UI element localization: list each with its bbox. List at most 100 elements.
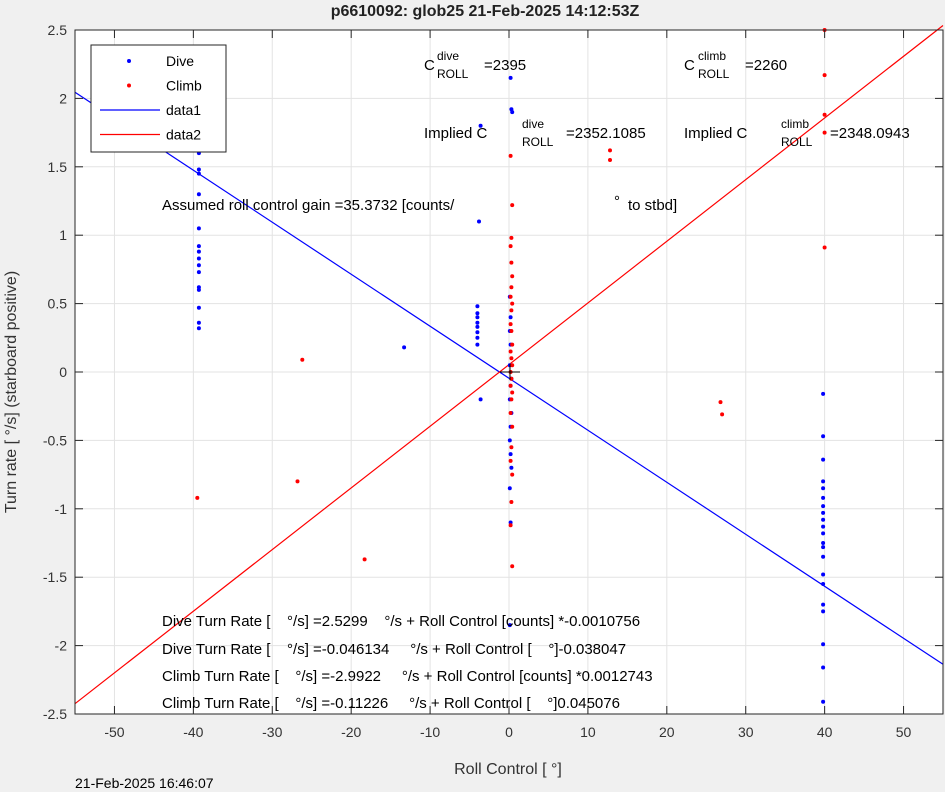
point-dive <box>821 434 826 439</box>
point-climb <box>510 203 515 208</box>
point-dive <box>821 517 826 522</box>
fit-climb-degrees: Climb Turn Rate [ °/s] =-0.11226 °/s + R… <box>162 695 620 712</box>
point-dive <box>475 311 480 316</box>
point-dive <box>196 326 201 331</box>
y-tick-label: -2 <box>55 638 68 654</box>
point-climb <box>720 412 725 417</box>
point-dive <box>821 665 826 670</box>
point-climb <box>509 445 514 450</box>
point-climb <box>510 342 515 347</box>
point-climb <box>509 260 514 265</box>
svg-text:climb: climb <box>781 117 809 131</box>
point-dive <box>475 335 480 340</box>
point-dive <box>196 320 201 325</box>
point-climb <box>509 285 514 290</box>
x-tick-label: 0 <box>505 724 513 740</box>
x-tick-label: -40 <box>183 724 203 740</box>
point-climb <box>510 472 515 477</box>
implied-c-roll-climb: Implied C climb ROLL =2348.0943 <box>684 117 910 149</box>
series-line-data1 <box>74 91 944 665</box>
point-climb <box>608 158 612 162</box>
point-dive <box>196 263 201 268</box>
c-roll-climb: C climb ROLL =2260 <box>684 49 787 81</box>
point-climb <box>510 274 515 279</box>
legend: Dive Climb data1 data2 <box>90 44 227 153</box>
point-climb <box>508 458 513 463</box>
point-climb <box>508 411 513 415</box>
svg-text:ROLL: ROLL <box>781 135 813 149</box>
svg-text:ROLL: ROLL <box>522 135 554 149</box>
point-dive <box>821 699 826 704</box>
point-dive <box>507 486 512 491</box>
point-dive <box>196 249 201 254</box>
roll-control-gain: Assumed roll control gain =35.3732 [coun… <box>162 193 677 214</box>
x-tick-label: -20 <box>341 724 361 740</box>
point-dive <box>821 609 826 614</box>
point-dive <box>196 171 201 176</box>
point-climb <box>509 329 514 333</box>
svg-text:ROLL: ROLL <box>698 67 730 81</box>
point-dive <box>821 504 826 509</box>
point-climb <box>509 356 514 361</box>
point-dive <box>477 219 481 224</box>
point-climb <box>510 564 515 569</box>
legend-label: Dive <box>166 53 194 69</box>
point-dive <box>821 391 826 396</box>
y-axis-label: Turn rate [ °/s] (starboard positive) <box>3 271 20 513</box>
point-climb <box>362 557 367 562</box>
x-tick-label: 20 <box>659 724 675 740</box>
svg-text:climb: climb <box>698 49 726 63</box>
point-climb <box>508 244 513 249</box>
svg-text:Implied C: Implied C <box>424 125 488 142</box>
svg-text:ROLL: ROLL <box>437 67 469 81</box>
point-climb <box>510 390 515 395</box>
implied-c-roll-dive: Implied C dive ROLL =2352.1085 <box>424 117 646 149</box>
svg-text:Implied C: Implied C <box>684 125 748 142</box>
point-dive <box>475 324 480 329</box>
point-dive <box>821 554 826 559</box>
y-tick-label: -2.5 <box>43 706 67 722</box>
point-climb <box>508 523 513 528</box>
point-dive <box>507 438 512 443</box>
point-climb <box>509 397 514 402</box>
point-dive <box>475 342 480 347</box>
x-tick-label: -10 <box>420 724 440 740</box>
x-axis-label: Roll Control [ °] <box>454 761 562 778</box>
svg-text:C: C <box>424 57 435 74</box>
point-dive <box>821 602 826 607</box>
point-climb <box>508 383 513 388</box>
c-roll-dive: C dive ROLL =2395 <box>424 49 526 81</box>
svg-text:=2348.0943: =2348.0943 <box>830 125 910 142</box>
point-dive <box>821 479 826 484</box>
point-dive <box>508 315 513 320</box>
point-dive <box>478 123 483 128</box>
point-climb <box>295 479 300 484</box>
x-tick-label: 40 <box>817 724 833 740</box>
legend-label: Climb <box>166 78 202 94</box>
point-climb <box>510 301 515 306</box>
point-dive <box>196 192 201 197</box>
y-tick-label: -0.5 <box>43 432 67 448</box>
point-dive <box>196 287 201 292</box>
point-dive <box>509 465 514 470</box>
fit-dive-counts: Dive Turn Rate [ °/s] =2.5299 °/s + Roll… <box>162 613 640 630</box>
svg-text:=2352.1085: =2352.1085 <box>566 125 646 142</box>
x-tick-label: 50 <box>896 724 912 740</box>
legend-marker <box>127 83 131 88</box>
point-dive <box>475 304 480 309</box>
point-climb <box>300 357 305 362</box>
x-tick-label: -30 <box>262 724 282 740</box>
point-climb <box>508 322 513 327</box>
legend-label: data1 <box>166 102 201 118</box>
point-dive <box>821 457 826 462</box>
fit-dive-degrees: Dive Turn Rate [ °/s] =-0.046134 °/s + R… <box>162 641 626 658</box>
x-tick-label: 30 <box>738 724 754 740</box>
point-dive <box>821 545 826 550</box>
y-tick-label: 1.5 <box>48 159 68 175</box>
y-tick-label: 1 <box>59 227 67 243</box>
point-dive <box>821 582 826 586</box>
point-dive <box>821 642 826 647</box>
timestamp: 21-Feb-2025 16:46:07 <box>75 775 214 791</box>
point-dive <box>821 541 826 545</box>
legend-label: data2 <box>166 127 201 143</box>
